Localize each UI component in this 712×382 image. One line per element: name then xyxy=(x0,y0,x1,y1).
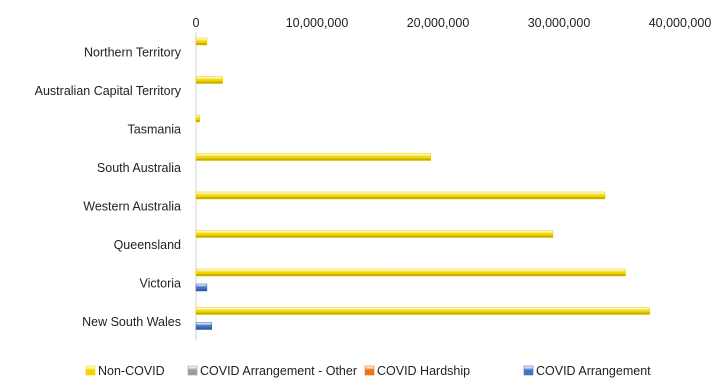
category-label: Western Australia xyxy=(83,199,181,213)
bar xyxy=(195,322,213,330)
bar-shadow xyxy=(196,158,431,161)
bar-shadow xyxy=(196,120,200,122)
category-label: Australian Capital Territory xyxy=(35,84,182,98)
bar xyxy=(195,283,208,292)
category-label: Queensland xyxy=(114,238,181,252)
category-label: New South Wales xyxy=(82,315,181,329)
bar xyxy=(195,191,606,200)
x-tick-label: 0 xyxy=(193,16,200,30)
bar xyxy=(195,268,626,277)
bar-shadow xyxy=(196,274,626,276)
bar-shadow xyxy=(196,81,223,84)
bar-shadow xyxy=(196,235,553,238)
legend-swatch xyxy=(364,365,375,376)
category-label: Northern Territory xyxy=(84,45,182,59)
bar xyxy=(195,76,223,84)
bar-shadow xyxy=(196,327,212,330)
legend-swatch xyxy=(523,365,534,376)
bar-shadow xyxy=(196,43,207,45)
x-tick-label: 20,000,000 xyxy=(407,16,470,30)
legend-label: COVID Hardship xyxy=(377,364,470,378)
bar xyxy=(195,307,651,315)
category-labels: Northern Territory Australian Capital Ter… xyxy=(35,45,182,329)
bars xyxy=(195,37,651,330)
bar-shadow xyxy=(196,197,605,199)
bar-shadow xyxy=(196,312,650,315)
category-label: Victoria xyxy=(140,276,182,290)
bar-shadow xyxy=(196,289,207,291)
x-tick-label: 10,000,000 xyxy=(286,16,349,30)
legend-label: COVID Arrangement - Other xyxy=(200,364,357,378)
legend-label: Non-COVID xyxy=(98,364,165,378)
bar xyxy=(195,153,432,161)
legend-swatch xyxy=(187,365,198,376)
bar xyxy=(195,230,554,238)
bar xyxy=(195,114,200,123)
x-tick-label: 40,000,000 xyxy=(649,16,712,30)
legend: Non-COVID COVID Arrangement - Other COVID … xyxy=(85,364,651,378)
legend-swatch xyxy=(85,365,96,376)
category-label: Tasmania xyxy=(128,122,182,136)
x-tick-label: 30,000,000 xyxy=(528,16,591,30)
bar xyxy=(195,37,208,46)
category-label: South Australia xyxy=(97,161,181,175)
x-axis-ticks: 0 10,000,000 20,000,000 30,000,000 40,000,00… xyxy=(193,16,712,30)
legend-label: COVID Arrangement xyxy=(536,364,651,378)
